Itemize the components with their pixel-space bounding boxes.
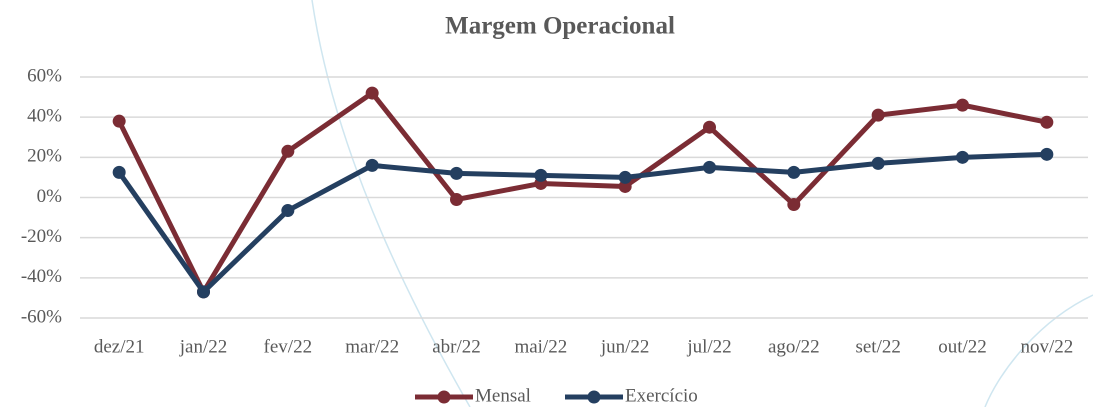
y-tick-label: -60% [21,306,62,327]
point [112,114,126,128]
point [534,168,548,182]
legend-marker [437,390,451,404]
x-tick-label: jun/22 [600,336,650,357]
point [871,156,885,170]
y-tick-label: 40% [27,106,62,127]
chart-title: Margem Operacional [445,13,675,40]
y-tick-label: 20% [27,146,62,167]
point [618,170,632,184]
x-tick-label: abr/22 [432,336,481,357]
point [703,120,716,134]
point [112,165,126,179]
x-tick-label: jan/22 [179,336,228,357]
decoration [984,294,1093,407]
point [281,204,295,218]
x-tick-label: mai/22 [514,336,567,357]
point [450,193,463,207]
legend-label: Mensal [475,385,531,406]
point [365,158,379,172]
y-tick-label: -20% [21,226,62,247]
y-tick-label: 60% [27,65,62,86]
point [787,198,801,212]
legend-marker [587,390,601,404]
point [703,160,716,174]
x-tick-label: jul/22 [686,336,731,357]
x-tick-label: dez/21 [94,336,145,357]
point [956,98,969,112]
series-line [116,90,1048,295]
x-tick-label: nov/22 [1020,336,1073,357]
x-tick-label: out/22 [938,336,987,357]
point [450,166,463,180]
point [197,285,210,299]
point [871,108,885,122]
x-tick-label: fev/22 [264,336,313,357]
x-tick-label: set/22 [855,336,900,357]
point [365,86,379,100]
point [1040,115,1054,129]
series-line [117,151,1047,295]
y-tick-label: -40% [21,266,62,287]
point [1040,147,1054,161]
x-tick-label: ago/22 [768,336,820,357]
legend-label: Exercício [625,385,698,406]
point [281,144,295,158]
point [787,165,801,179]
y-tick-label: 0% [37,186,63,207]
point [956,150,969,164]
point [618,179,632,193]
decoration [311,0,471,407]
x-tick-label: mar/22 [345,336,399,357]
